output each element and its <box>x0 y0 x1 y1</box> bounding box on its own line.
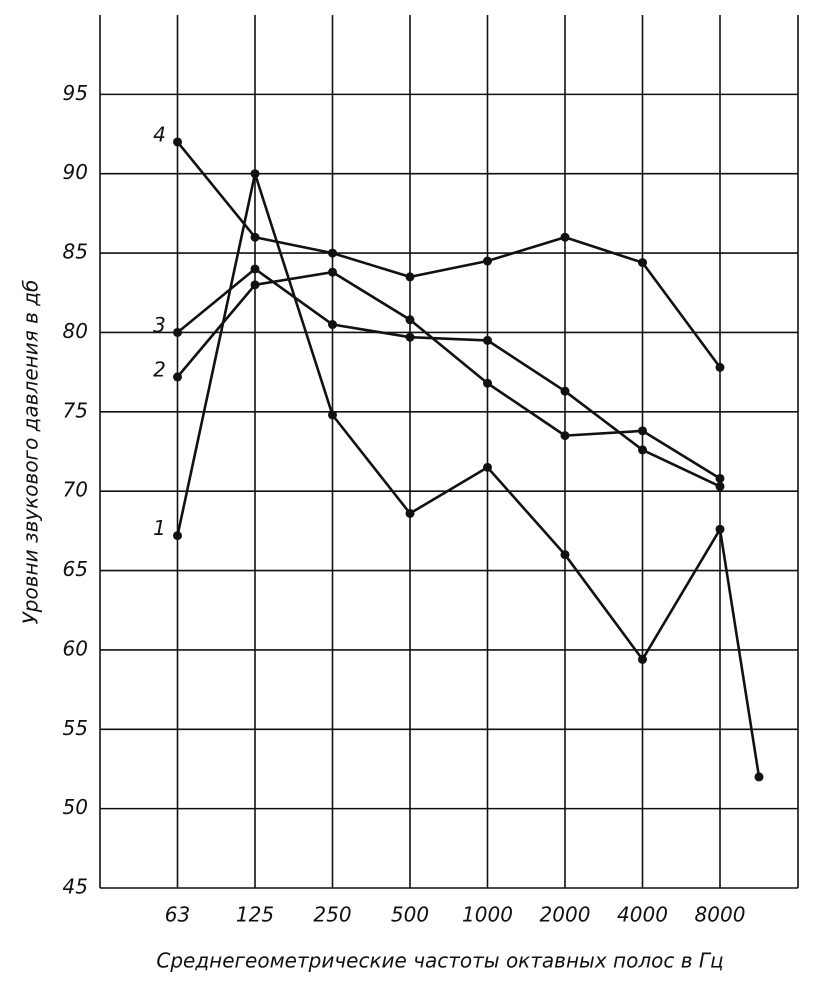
series-line <box>176 141 722 369</box>
data-point <box>483 378 492 388</box>
data-point <box>638 426 647 436</box>
x-tick-label: 125 <box>236 903 274 927</box>
x-tick-label: 500 <box>391 903 429 927</box>
y-axis-label: Уровни звукового давления в дб <box>19 280 43 625</box>
data-point <box>250 264 260 274</box>
data-point <box>483 335 492 345</box>
y-tick-label: 80 <box>63 319 88 343</box>
data-point <box>715 481 725 491</box>
series-label: 4 <box>153 122 166 146</box>
data-point <box>328 320 337 330</box>
x-tick-label: 250 <box>313 903 351 927</box>
data-point <box>173 372 182 382</box>
data-point <box>715 524 725 534</box>
y-tick-label: 70 <box>63 478 88 502</box>
y-tick-label: 95 <box>63 81 88 105</box>
data-point <box>715 362 725 372</box>
data-point <box>715 473 725 483</box>
data-point <box>250 280 260 290</box>
series-line <box>176 267 721 488</box>
data-point <box>405 332 415 342</box>
x-tick-label: 63 <box>165 903 190 927</box>
data-point <box>173 327 182 337</box>
data-point <box>560 232 570 242</box>
y-tick-label: 65 <box>63 557 88 581</box>
data-point <box>405 272 415 282</box>
data-point <box>638 654 647 664</box>
y-tick-label: 85 <box>63 240 88 264</box>
x-tick-label: 2000 <box>540 903 591 927</box>
y-tick-label: 75 <box>63 398 88 422</box>
series-line <box>176 270 721 480</box>
data-point <box>560 550 570 560</box>
x-tick-label: 4000 <box>617 903 668 927</box>
data-point <box>328 248 337 258</box>
data-point <box>250 232 260 242</box>
series-label: 3 <box>153 313 166 337</box>
y-tick-label: 60 <box>63 636 88 660</box>
data-point <box>405 508 415 518</box>
series-label: 1 <box>153 516 166 540</box>
x-tick-label: 8000 <box>695 903 746 927</box>
data-point <box>483 462 492 472</box>
y-tick-label: 55 <box>63 716 88 740</box>
data-point <box>638 258 647 268</box>
y-tick-label: 90 <box>63 160 88 184</box>
data-point <box>173 137 182 147</box>
data-point <box>638 445 647 455</box>
data-point <box>173 531 182 541</box>
data-point <box>483 256 492 266</box>
y-tick-label: 45 <box>63 875 88 899</box>
data-point <box>250 169 260 179</box>
x-axis-label: Среднегеометрические частоты октавных по… <box>156 949 723 973</box>
data-point <box>328 410 337 420</box>
series-label: 2 <box>153 357 166 381</box>
data-point <box>754 772 764 782</box>
data-point <box>328 267 337 277</box>
data-point <box>560 431 570 441</box>
y-tick-label: 50 <box>63 795 88 819</box>
data-point <box>405 315 415 325</box>
data-point <box>560 386 570 396</box>
x-tick-label: 1000 <box>462 903 513 927</box>
